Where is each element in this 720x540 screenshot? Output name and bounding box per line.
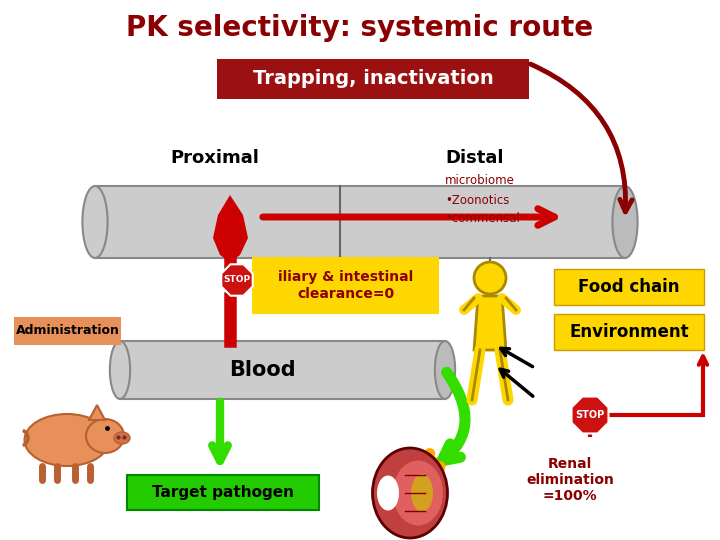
Text: Distal: Distal xyxy=(446,149,504,167)
Bar xyxy=(120,341,445,399)
Polygon shape xyxy=(213,195,248,262)
Bar xyxy=(95,186,625,258)
Ellipse shape xyxy=(393,461,443,525)
Text: Target pathogen: Target pathogen xyxy=(152,485,294,500)
FancyBboxPatch shape xyxy=(217,59,529,99)
Text: Proximal: Proximal xyxy=(171,149,259,167)
Text: iliary & intestinal
clearance=0: iliary & intestinal clearance=0 xyxy=(278,271,413,301)
Text: Administration: Administration xyxy=(16,325,120,338)
FancyBboxPatch shape xyxy=(127,475,319,510)
Text: PK selectivity: systemic route: PK selectivity: systemic route xyxy=(127,14,593,42)
Circle shape xyxy=(474,262,506,294)
FancyBboxPatch shape xyxy=(554,269,704,305)
Polygon shape xyxy=(221,264,253,296)
Ellipse shape xyxy=(613,186,638,258)
Ellipse shape xyxy=(110,341,130,399)
Ellipse shape xyxy=(411,474,433,512)
Text: Trapping, inactivation: Trapping, inactivation xyxy=(253,70,493,89)
Ellipse shape xyxy=(24,414,109,466)
Text: microbiome
•Zoonotics
•commensal: microbiome •Zoonotics •commensal xyxy=(445,174,520,226)
Text: STOP: STOP xyxy=(223,275,251,285)
Text: Environment: Environment xyxy=(570,323,689,341)
Ellipse shape xyxy=(114,432,130,444)
Ellipse shape xyxy=(82,186,107,258)
Text: Blood: Blood xyxy=(229,360,296,380)
Text: Renal
elimination
=100%: Renal elimination =100% xyxy=(526,457,614,503)
Ellipse shape xyxy=(377,476,399,510)
Text: Food chain: Food chain xyxy=(578,278,680,296)
Polygon shape xyxy=(89,405,105,420)
FancyBboxPatch shape xyxy=(252,257,439,314)
FancyBboxPatch shape xyxy=(14,317,121,345)
Text: STOP: STOP xyxy=(575,410,605,420)
Ellipse shape xyxy=(435,341,455,399)
Ellipse shape xyxy=(86,419,124,453)
Ellipse shape xyxy=(372,448,448,538)
Polygon shape xyxy=(572,396,608,434)
Polygon shape xyxy=(474,296,506,350)
FancyBboxPatch shape xyxy=(554,314,704,350)
